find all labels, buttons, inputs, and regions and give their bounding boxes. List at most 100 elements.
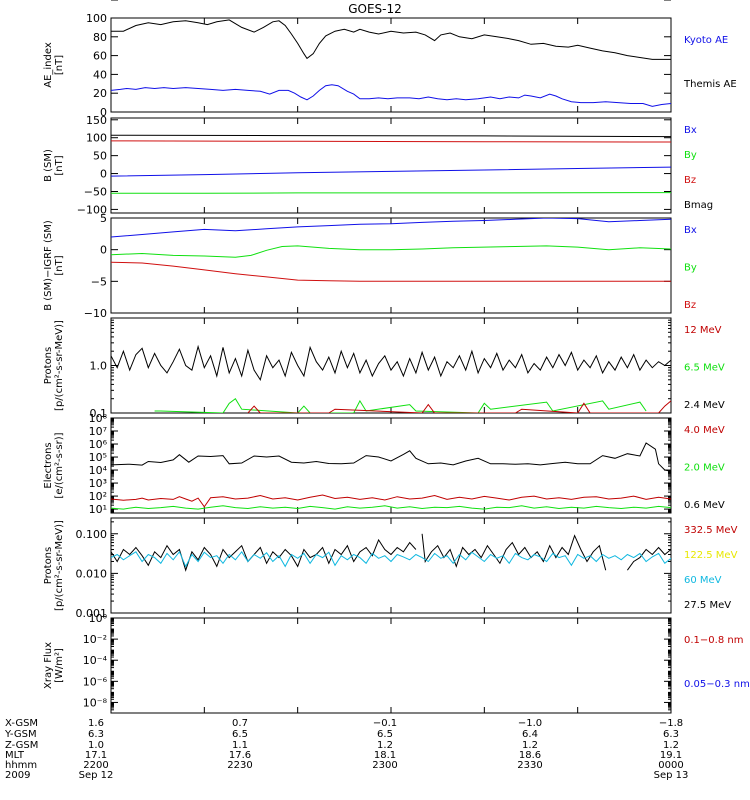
footer-cell: 1.2 [377, 740, 393, 751]
y-tick-label: 10¹ [89, 503, 107, 516]
footer-cell: −0.1 [373, 718, 397, 729]
y-tick-label: 10⁻⁶ [83, 675, 108, 688]
y-tick-label: 60 [93, 50, 107, 63]
footer-cell: 1.2 [522, 740, 538, 751]
footer-table: X-GSMY-GSMZ-GSMMLThhmm20091.66.31.017.12… [4, 718, 688, 781]
series-line [111, 218, 671, 238]
y-tick-label: −100 [77, 203, 107, 216]
legend-entry: 0.05−0.3 nm [684, 679, 750, 690]
legend-entry: 6.5 MeV [684, 363, 725, 374]
y-axis-label: Protons[p/(cm²-s-sr-MeV)] [43, 520, 65, 611]
series-line [111, 494, 671, 508]
series-line [111, 134, 671, 138]
legend-entry: 2.0 MeV [684, 463, 725, 474]
legend-entry: 60 MeV [684, 575, 722, 586]
series-line [111, 84, 671, 107]
y-tick-label: 0.100 [76, 528, 108, 541]
y-tick-label: 50 [93, 150, 107, 163]
panel-1: 0 20 40 60 80 100 AE_index[nT] Kyoto AE Themis A… [43, 12, 737, 119]
y-tick-label: 0 [100, 106, 107, 119]
y-tick-label: 150 [86, 114, 107, 127]
series-line [111, 344, 671, 382]
legend-entry: 12 MeV [684, 325, 722, 336]
panel-frame [110, 517, 672, 614]
series-line [111, 192, 671, 194]
y-tick-label: −10 [84, 307, 107, 320]
footer-cell: 19.1 [660, 750, 682, 761]
series-line [111, 166, 671, 177]
panel-frame [110, 17, 672, 113]
footer-cell: 6.4 [522, 729, 538, 740]
footer-cell: 0.7 [232, 718, 248, 729]
y-axis-label: B (SM)−IGRF (SM)[nT] [43, 220, 65, 311]
footer-row-label: Z-GSM [5, 740, 38, 751]
panel-frame [110, 317, 672, 414]
legend-entry: 122.5 MeV [684, 550, 738, 561]
y-tick-label: 10⁵ [89, 451, 107, 464]
footer-row-label: hhmm [5, 760, 37, 771]
series-line [626, 546, 671, 571]
footer-cell: 2300 [372, 760, 397, 771]
panel-4: 0.1 1.0 10.0 Protons[p/(cm²-s-sr-MeV)] 12 Me… [43, 0, 725, 420]
footer-row-label: 2009 [5, 770, 30, 781]
panel-frame [110, 117, 672, 214]
y-tick-label: 100 [86, 12, 107, 25]
series-line [111, 19, 671, 60]
y-tick-label: 10⁻⁴ [83, 654, 108, 667]
series-line [111, 442, 671, 472]
footer-cell: 18.6 [519, 750, 541, 761]
footer-cell: 17.6 [229, 750, 251, 761]
y-axis-label: B (SM)[nT] [43, 149, 65, 182]
series-line [111, 245, 671, 258]
y-axis-label: Xray Flux[W/m²] [43, 642, 65, 689]
footer-cell: −1.8 [659, 718, 683, 729]
y-tick-label: 10⁻² [83, 633, 107, 646]
panel-6: 0.001 0.010 0.100 Protons[p/(cm²-s-sr-MeV)]… [43, 517, 738, 620]
footer-cell: 0000 [658, 760, 683, 771]
y-tick-label: 10⁰ [89, 612, 108, 625]
legend-entry: 2.4 MeV [684, 400, 725, 411]
y-tick-label: 0 [100, 168, 107, 181]
footer-cell: 2200 [83, 760, 108, 771]
y-tick-label: 80 [93, 31, 107, 44]
legend-entry: 332.5 MeV [684, 525, 738, 536]
y-axis-label: Electrons[e/(cm²-s-sr)] [43, 432, 65, 498]
legend-entry: Bz [684, 175, 696, 186]
footer-cell: 1.0 [88, 740, 104, 751]
legend-entry: By [684, 263, 697, 274]
footer-row-label: X-GSM [5, 718, 38, 729]
y-axis-label: AE_index[nT] [43, 42, 65, 88]
series-line [154, 397, 647, 413]
footer-cell: 6.3 [663, 729, 679, 740]
y-tick-label: −50 [84, 185, 107, 198]
panels: 0 20 40 60 80 100 AE_index[nT] Kyoto AE Themis A… [43, 0, 750, 714]
y-tick-label: 40 [93, 68, 107, 81]
y-tick-label: 10³ [89, 477, 107, 490]
legend-entry: 4.0 MeV [684, 425, 725, 436]
y-tick-label: 10.0 [83, 0, 108, 3]
y-tick-label: 100 [86, 132, 107, 145]
legend-entry: By [684, 150, 697, 161]
footer-cell: 2330 [517, 760, 542, 771]
panel-frame [110, 617, 672, 714]
legend-entry: Bmag [684, 200, 713, 211]
y-tick-label: 10⁷ [89, 425, 107, 438]
series-line [111, 261, 671, 282]
y-axis-label: Protons[p/(cm²-s-sr-MeV)] [43, 320, 65, 411]
legend-entry: Bx [684, 125, 697, 136]
legend-entry: 0.6 MeV [684, 500, 725, 511]
series-line [421, 533, 607, 571]
series-line [111, 505, 671, 510]
footer-cell: Sep 13 [654, 770, 689, 781]
series-line [111, 140, 671, 143]
footer-cell: 2230 [227, 760, 252, 771]
y-tick-label: 5 [100, 212, 107, 225]
legend-entry: Kyoto AE [684, 35, 728, 46]
panel-2: −100 −50 0 50 100 150 B (SM)[nT] Bx By Bz Bmag [43, 114, 713, 217]
y-tick-label: 10² [89, 490, 107, 503]
panel-frame [110, 217, 672, 314]
plot-title: GOES-12 [348, 2, 402, 16]
y-tick-label: 0.001 [76, 607, 108, 620]
